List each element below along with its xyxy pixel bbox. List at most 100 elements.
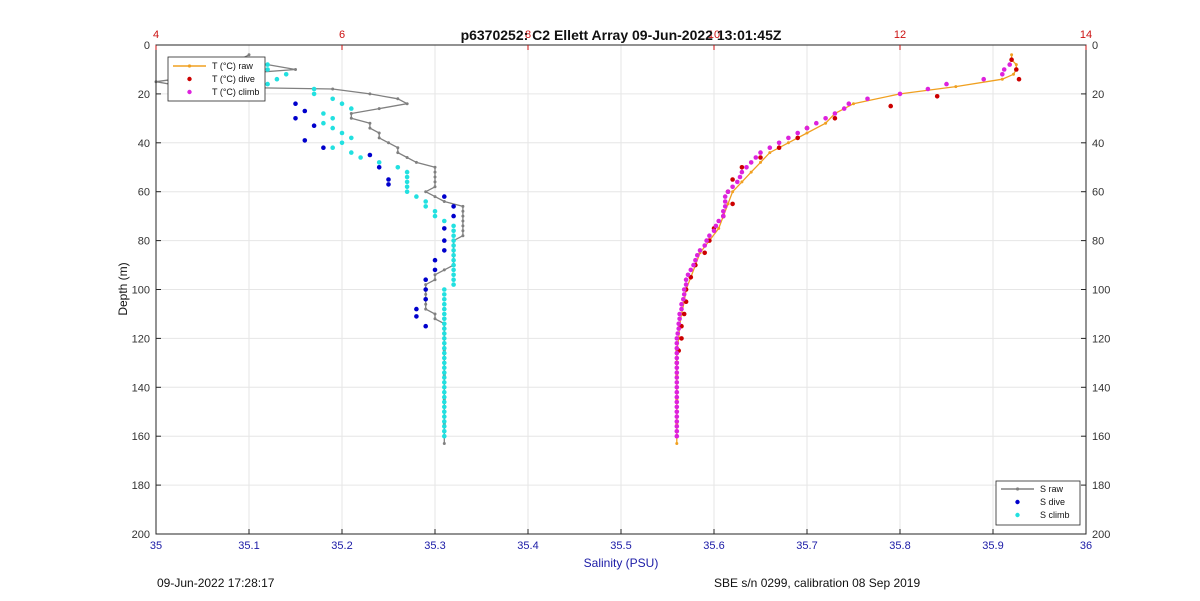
data-point-s-raw	[424, 307, 428, 311]
data-point-s-climb	[451, 228, 456, 234]
data-point-s-climb	[451, 238, 456, 243]
data-point-t-c-climb	[697, 248, 703, 253]
data-point-s-climb	[451, 262, 456, 268]
data-point-s-dive	[414, 314, 419, 319]
data-point-t-c-climb	[713, 223, 719, 229]
data-point-t-c-climb	[674, 404, 680, 410]
data-point-t-c-climb	[865, 96, 870, 102]
data-point-t-c-climb	[693, 257, 698, 263]
x2-tick-label: 14	[1080, 29, 1092, 41]
data-point-s-raw	[368, 121, 372, 125]
data-point-t-c-climb	[677, 311, 682, 317]
data-point-t-c-climb	[981, 76, 986, 82]
data-point-s-climb	[330, 96, 336, 102]
data-point-s-climb	[451, 253, 456, 258]
data-point-t-c-climb	[804, 125, 810, 131]
y-tick-label-left: 160	[132, 431, 150, 443]
data-point-s-climb	[442, 218, 447, 224]
data-point-t-c-raw	[824, 121, 828, 125]
data-point-s-raw	[368, 92, 372, 96]
data-point-s-climb	[442, 321, 447, 327]
data-point-s-climb	[442, 394, 447, 400]
data-point-t-c-climb	[748, 160, 754, 165]
data-point-s-climb	[451, 248, 456, 253]
data-point-t-c-climb	[716, 218, 721, 224]
data-point-s-climb	[349, 106, 354, 111]
data-point-s-dive	[442, 248, 447, 253]
data-point-s-raw	[424, 283, 428, 287]
data-point-s-climb	[442, 414, 447, 419]
data-point-s-dive	[423, 287, 429, 292]
data-point-s-climb	[274, 76, 280, 82]
data-point-t-c-climb	[823, 116, 828, 121]
y-tick-label-left: 180	[132, 480, 150, 492]
data-point-s-raw	[433, 170, 437, 174]
y-tick-label-right: 200	[1092, 529, 1110, 541]
data-point-s-climb	[349, 150, 354, 155]
data-point-t-c-climb	[841, 106, 847, 111]
data-point-s-raw	[377, 131, 381, 135]
axis-ticks: 35 35.1 35.2 35.3 35.4 35.5 35.6 35.7 35.8 35.9 36…	[132, 29, 1111, 552]
data-point-s-climb	[442, 355, 447, 361]
data-point-s-climb	[404, 184, 410, 190]
data-point-s-climb	[265, 81, 270, 87]
data-point-t-c-climb	[753, 155, 759, 160]
data-point-s-raw	[294, 68, 297, 71]
y-tick-label-right: 20	[1092, 89, 1104, 101]
data-point-s-climb	[442, 404, 447, 410]
x2-tick-label: 10	[708, 29, 720, 41]
data-point-s-climb	[451, 277, 456, 283]
data-point-s-raw	[368, 126, 372, 130]
y-tick-label-right: 160	[1092, 431, 1110, 443]
data-point-t-c-dive	[681, 311, 687, 317]
data-point-s-dive	[423, 277, 429, 283]
legend-s-raw-marker	[1015, 487, 1020, 491]
data-point-t-c-climb	[688, 267, 694, 273]
data-point-s-raw	[433, 195, 437, 199]
data-point-t-c-climb	[674, 385, 680, 390]
data-point-t-c-climb	[674, 389, 680, 395]
data-point-t-c-raw	[675, 442, 679, 445]
x-tick-label: 35.8	[889, 540, 910, 552]
data-point-s-climb	[451, 272, 456, 278]
data-point-s-climb	[404, 189, 410, 194]
chart-title: p6370252: C2 Ellett Array 09-Jun-2022 13…	[461, 27, 782, 43]
data-point-s-raw	[433, 180, 437, 184]
data-point-t-c-climb	[711, 228, 717, 234]
x-tick-label: 35.4	[517, 540, 538, 552]
x-tick-label: 35.1	[238, 540, 259, 552]
data-point-t-c-climb	[674, 419, 680, 424]
data-point-s-raw	[424, 292, 428, 296]
data-point-t-c-climb	[944, 81, 949, 87]
legend-temperature: T (°C) raw T (°C) dive T (°C) climb	[167, 56, 266, 102]
x-axis-label: Salinity (PSU)	[584, 556, 659, 570]
data-point-t-c-climb	[679, 301, 684, 307]
x2-tick-label: 8	[525, 29, 531, 41]
data-point-s-dive	[423, 323, 429, 329]
y-tick-label-right: 80	[1092, 236, 1104, 248]
data-point-t-c-climb	[721, 209, 726, 214]
x-tick-label: 35.7	[796, 540, 817, 552]
data-point-t-c-climb	[674, 429, 680, 434]
data-point-t-c-raw	[852, 102, 855, 106]
data-point-s-dive	[451, 204, 456, 209]
data-point-t-c-raw	[1000, 77, 1004, 81]
x-tick-label: 36	[1080, 540, 1092, 552]
data-point-s-raw	[405, 156, 409, 159]
data-point-s-climb	[311, 86, 317, 92]
data-point-s-raw	[461, 229, 465, 233]
data-point-s-raw	[331, 87, 335, 91]
data-point-t-c-climb	[814, 120, 819, 126]
data-point-s-climb	[442, 301, 447, 307]
series-t-c-climb	[674, 62, 1012, 439]
data-point-s-dive	[451, 213, 456, 219]
y-tick-label-left: 140	[132, 382, 150, 394]
data-point-s-climb	[442, 292, 447, 297]
data-point-s-climb	[442, 350, 447, 356]
data-point-s-climb	[442, 326, 447, 331]
y-tick-label-right: 100	[1092, 285, 1110, 297]
data-point-s-climb	[442, 419, 447, 424]
legend-t-dive-marker	[187, 76, 192, 82]
data-point-s-raw	[424, 302, 428, 306]
y-axis-label: Depth (m)	[116, 262, 130, 315]
